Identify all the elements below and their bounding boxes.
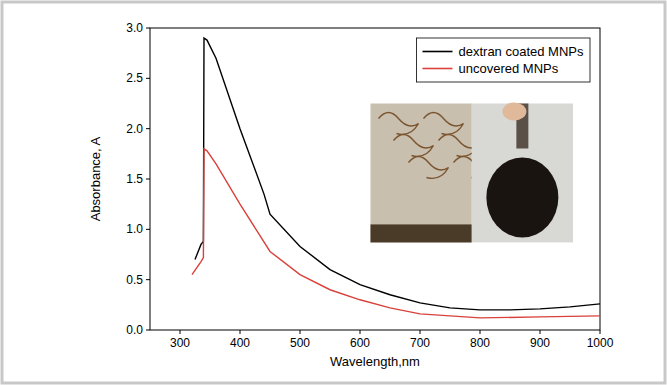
- y-tick: [146, 279, 150, 280]
- lines: [192, 38, 600, 318]
- chart: 300 400 500 600 700 800 900 1000 0.0 0.5 1.0 1.5 2.0…: [0, 0, 667, 385]
- x-tick-label: 500: [290, 336, 310, 350]
- y-tick-label: 0.0: [126, 323, 143, 337]
- x-tick: [360, 330, 361, 334]
- legend-swatch: [422, 68, 452, 70]
- y-tick: [146, 28, 150, 29]
- plot-frame: [150, 28, 600, 330]
- inset-strand: [424, 113, 464, 135]
- x-tick: [240, 330, 241, 334]
- series-line: [195, 38, 600, 310]
- x-tick-label: 1000: [587, 336, 614, 350]
- outer-frame: [2, 2, 665, 383]
- y-tick: [146, 128, 150, 129]
- y-axis-title: Absorbance, A: [88, 136, 103, 221]
- x-tick-label: 600: [350, 336, 370, 350]
- x-tick: [600, 330, 601, 334]
- x-tick-label: 800: [470, 336, 490, 350]
- x-tick: [540, 330, 541, 334]
- y-tick-label: 1.0: [126, 222, 143, 236]
- y-tick-label: 0.5: [126, 273, 143, 287]
- inset-flask: [486, 157, 558, 237]
- y-tick: [146, 330, 150, 331]
- y-tick-label: 2.0: [126, 122, 143, 136]
- inset-hand: [502, 103, 526, 121]
- x-tick: [480, 330, 481, 334]
- x-tick-label: 700: [410, 336, 430, 350]
- legend-box: [416, 38, 590, 82]
- series-line: [192, 149, 600, 318]
- inset-photo: [371, 103, 574, 243]
- y-tick: [146, 78, 150, 79]
- inset-strand: [379, 113, 419, 135]
- y-tick-label: 3.0: [126, 21, 143, 35]
- y-tick: [146, 179, 150, 180]
- x-tick: [300, 330, 301, 334]
- legend-swatch: [422, 51, 452, 53]
- inset-left: [371, 104, 472, 243]
- x-axis-title: Wavelength,nm: [330, 354, 420, 369]
- inset-sediment: [371, 224, 472, 242]
- legend-label: uncovered MNPs: [458, 61, 558, 76]
- legend-label: dextran coated MNPs: [458, 44, 584, 59]
- inset-right: [472, 104, 573, 243]
- y-tick-label: 1.5: [126, 172, 143, 186]
- x-tick-label: 900: [530, 336, 550, 350]
- x-tick-label: 300: [170, 336, 190, 350]
- y-tick-label: 2.5: [126, 71, 143, 85]
- y-tick: [146, 229, 150, 230]
- x-tick: [180, 330, 181, 334]
- x-tick-label: 400: [230, 336, 250, 350]
- legend: dextran coated MNPs uncovered MNPs: [422, 44, 584, 76]
- inset-strand: [409, 157, 449, 179]
- inset-strand: [394, 135, 434, 157]
- x-tick: [420, 330, 421, 334]
